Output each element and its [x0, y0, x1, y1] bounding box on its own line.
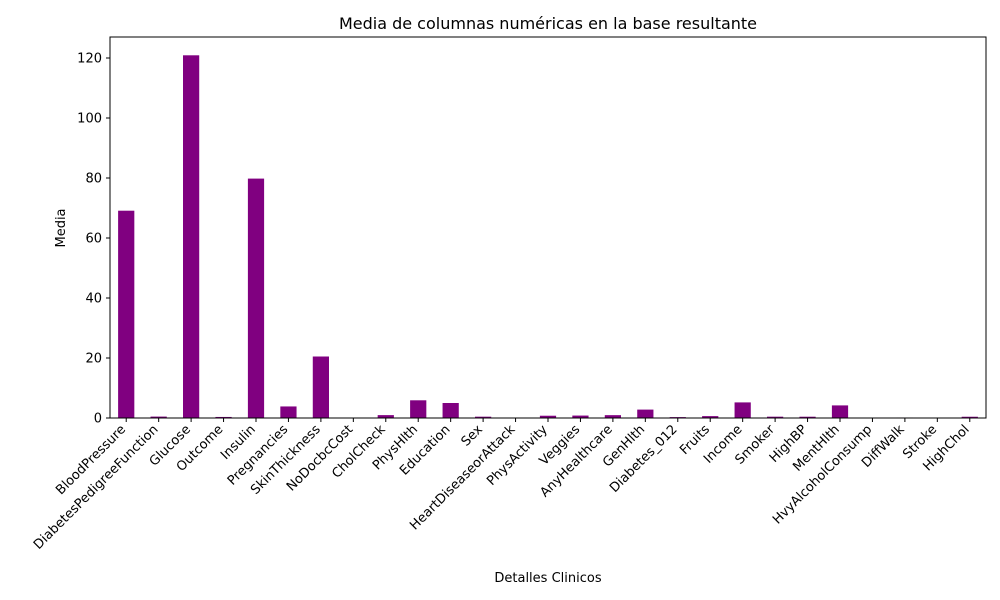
bar-GenHlth [637, 409, 654, 418]
x-tick-label: Sex [459, 422, 487, 450]
bar-HighChol [961, 416, 978, 418]
bar-Sex [475, 416, 492, 418]
bar-Veggies [572, 415, 589, 418]
bar-PhysHlth [410, 400, 427, 418]
x-axis: BloodPressureDiabetesPedigreeFunctionGlu… [31, 418, 973, 553]
bar-Income [734, 402, 751, 418]
y-axis: 0 20 40 60 80 100 120 [77, 52, 110, 427]
bar-Pregnancies [280, 406, 297, 418]
bar-CholCheck [377, 415, 394, 418]
y-tick-label: 100 [77, 112, 102, 127]
x-axis-label: Detalles Clinicos [494, 571, 601, 586]
bar-MentHlth [831, 405, 849, 418]
x-tick-label: DiabetesPedigreeFunction [31, 422, 161, 552]
plot-area [109, 36, 987, 419]
y-tick-label: 40 [85, 292, 102, 307]
bar-BloodPressure [118, 210, 135, 418]
bar-SkinThickness [312, 356, 329, 418]
bar-Outcome [215, 416, 232, 418]
bar-HighBP [799, 416, 816, 418]
y-axis-label: Media [54, 208, 69, 247]
y-tick-label: 20 [85, 352, 102, 367]
bar-DiabetesPedigreeFunction [150, 416, 167, 418]
y-tick-label: 60 [85, 232, 102, 247]
bar-AnyHealthcare [604, 415, 621, 418]
y-tick-label: 0 [94, 412, 102, 427]
bar-Fruits [702, 416, 719, 418]
y-tick-label: 80 [85, 172, 102, 187]
bar-Glucose [183, 55, 200, 419]
bar-PhysActivity [539, 415, 557, 418]
bar-Insulin [247, 178, 265, 418]
bar-Smoker [767, 416, 784, 418]
bar-Education [442, 403, 459, 418]
chart-title: Media de columnas numéricas en la base r… [339, 14, 757, 33]
plot-frame [109, 36, 987, 419]
y-tick-label: 120 [77, 52, 102, 67]
